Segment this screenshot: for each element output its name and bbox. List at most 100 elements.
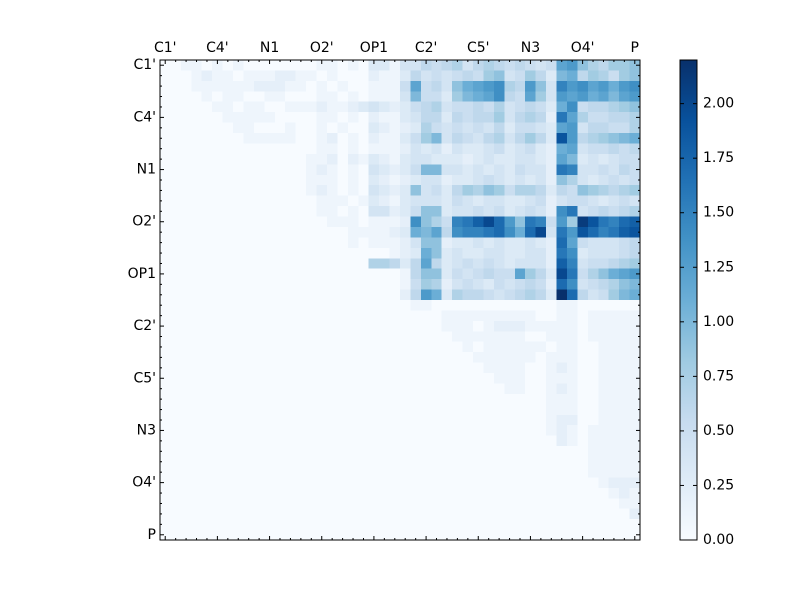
heatmap-cell [295,310,307,322]
heatmap-cell [389,143,401,155]
heatmap-cell [347,174,359,186]
heatmap-cell [400,446,411,458]
heatmap-cell [535,519,547,531]
heatmap-cell [535,508,547,520]
heatmap-cell [525,383,537,395]
heatmap-cell [337,195,349,207]
heatmap-cell [316,91,328,103]
heatmap-cell [160,143,171,155]
heatmap-cell [493,60,505,71]
heatmap-cell [525,226,537,238]
heatmap-cell [473,185,484,197]
heatmap-cell [546,393,558,405]
heatmap-cell [410,404,422,416]
heatmap-cell [431,393,443,405]
heatmap-cell [201,60,213,71]
heatmap-cell [243,143,255,155]
heatmap-cell [201,352,213,364]
heatmap-cell [337,320,349,332]
heatmap-cell [191,487,203,499]
heatmap-cell [233,341,244,353]
heatmap-cell [556,446,568,458]
heatmap-cell [452,226,464,238]
heatmap-cell [326,112,338,124]
heatmap-cell [337,300,349,311]
heatmap-cell [473,498,484,510]
heatmap-cell [274,164,286,176]
heatmap-cell [587,404,599,416]
heatmap-cell [379,508,391,520]
heatmap-cell [379,216,391,228]
heatmap-cell [379,60,391,71]
heatmap-cell [358,101,370,113]
heatmap-cell [389,258,401,270]
heatmap-cell [598,174,610,186]
heatmap-cell [243,247,255,259]
heatmap-cell [337,289,349,301]
heatmap-cell [180,174,192,186]
heatmap-cell [535,477,547,489]
heatmap-cell [546,153,558,165]
heatmap-cell [441,519,453,531]
heatmap-cell [243,508,255,520]
heatmap-cell [201,289,213,301]
heatmap-cell [598,373,610,384]
heatmap-cell [253,268,265,280]
heatmap-cell [253,456,265,468]
heatmap-cell [337,352,349,364]
colorbar-tick-label: 1.75 [703,150,734,166]
heatmap-cell [285,477,297,489]
heatmap-cell [493,352,505,364]
heatmap-cell [504,133,516,144]
heatmap-cell [201,279,213,291]
y-tick-label: O2' [132,214,156,230]
heatmap-cell [473,519,484,531]
heatmap-cell [441,393,453,405]
heatmap-cell [368,206,380,218]
heatmap-cell [629,320,641,332]
heatmap-cell [170,237,182,249]
heatmap-cell [337,237,349,249]
heatmap-cell [473,247,484,259]
heatmap-cell [264,60,276,71]
heatmap-cell [566,216,578,228]
heatmap-cell [556,362,568,374]
heatmap-cell [253,133,265,144]
heatmap-cell [274,91,286,103]
heatmap-cell [295,112,307,124]
heatmap-cell [253,247,265,259]
heatmap-cell [368,362,380,374]
heatmap-cell [253,164,265,176]
heatmap-cell [619,508,631,520]
heatmap-cell [462,393,474,405]
heatmap-cell [316,508,328,520]
heatmap-cell [514,373,526,384]
heatmap-cell [285,300,297,311]
heatmap-cell [306,404,318,416]
heatmap-cell [587,425,599,437]
heatmap-cell [212,352,224,364]
heatmap-cell [566,310,578,322]
heatmap-cell [504,91,516,103]
heatmap-cell [598,185,610,197]
heatmap-cell [483,80,495,92]
heatmap-cell [368,60,380,71]
heatmap-cell [400,268,411,280]
heatmap-cell [493,216,505,228]
heatmap-cell [253,70,265,82]
heatmap-cell [170,226,182,238]
heatmap-cell [253,425,265,437]
heatmap-cell [598,414,610,426]
heatmap-cell [493,153,505,165]
colorbar-tick-label: 1.25 [703,259,734,275]
heatmap-cell [180,425,192,437]
heatmap-cell [337,508,349,520]
heatmap-cell [274,237,286,249]
heatmap-cell [483,498,495,510]
heatmap-cell [400,404,411,416]
heatmap-cell [452,112,464,124]
heatmap-cell [326,487,338,499]
heatmap-cell [546,195,558,207]
heatmap-cell [233,435,244,447]
heatmap-cell [191,247,203,259]
